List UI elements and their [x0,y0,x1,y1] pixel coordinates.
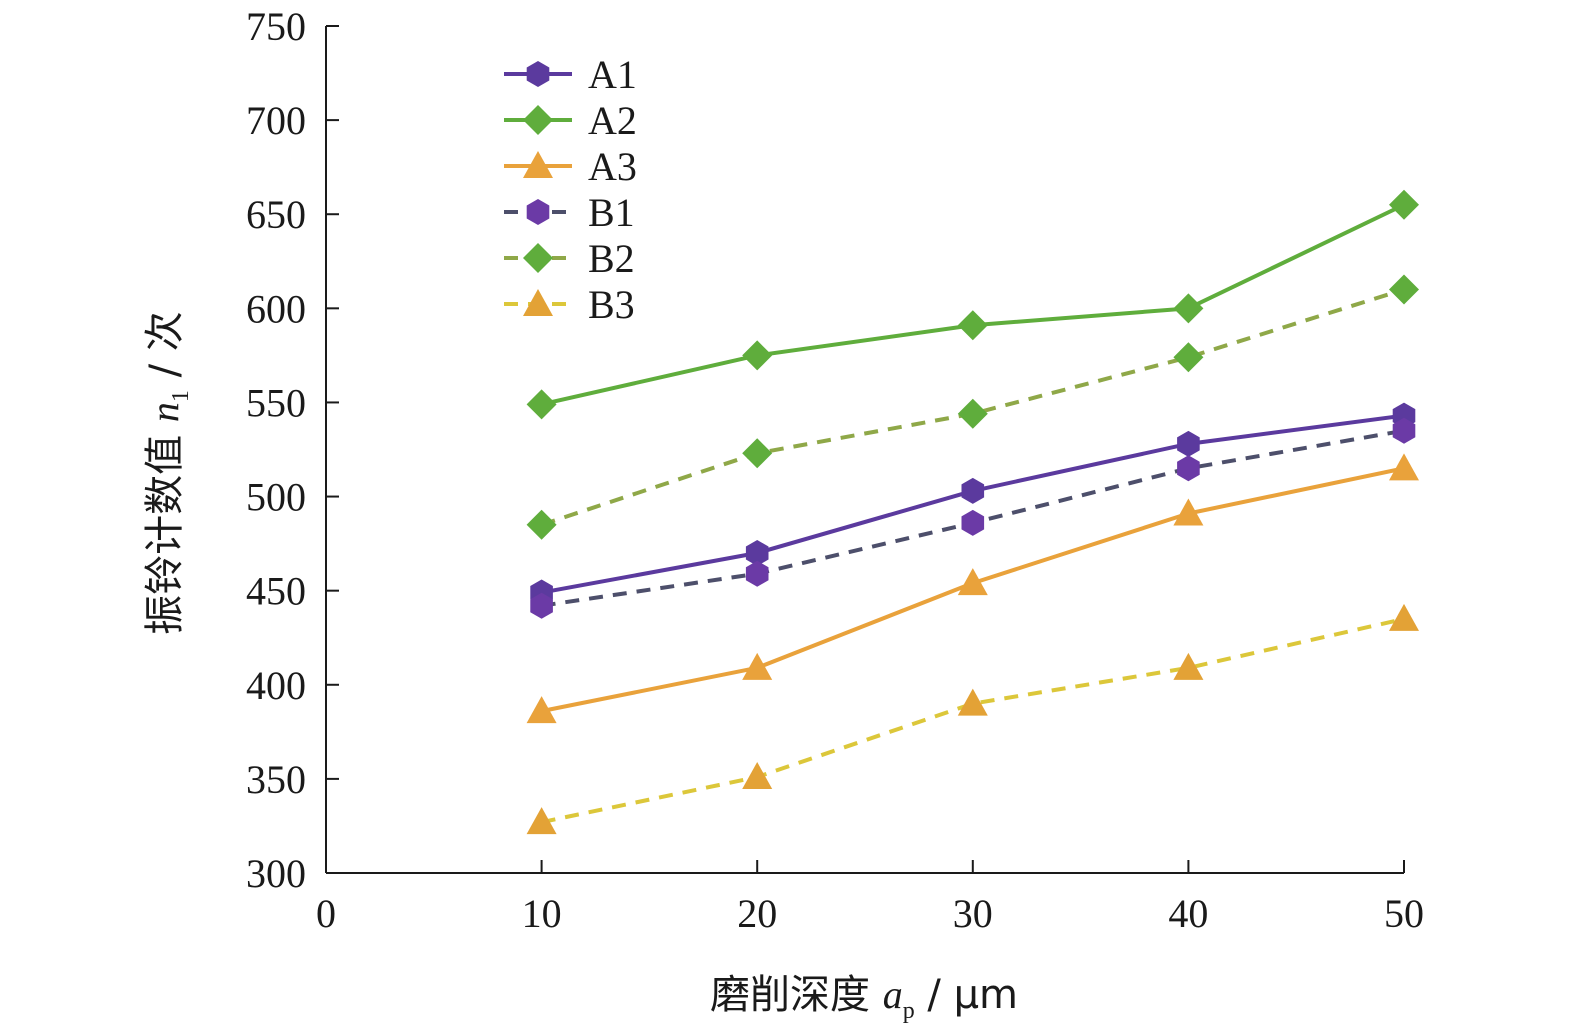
data-point-b1 [1177,455,1200,482]
x-tick-label: 50 [1384,891,1424,936]
data-point-b3 [742,762,773,790]
series-line-b3 [541,616,1405,825]
data-point-b3 [1173,652,1204,680]
y-tick-label: 450 [246,569,306,614]
data-point-a3 [1173,498,1204,526]
y-tick-label: 350 [246,757,306,802]
data-point-a3 [1389,453,1419,481]
data-point-a2 [957,310,988,341]
legend-marker [523,105,553,135]
x-tick-label: 30 [953,891,993,936]
data-point-a1 [745,540,769,566]
y-tick-label: 550 [246,380,306,425]
data-point-b2 [526,509,557,540]
data-point-b3 [1389,603,1419,631]
y-axis-title-main: 振铃计数值 [142,422,188,635]
series-layer [526,189,1419,835]
x-tick-label: 40 [1168,891,1208,936]
y-axis-title-unit: / 次 [142,311,188,390]
data-point-b1 [745,560,769,587]
series-line-b2 [540,287,1405,527]
legend-marker [523,289,553,316]
series-b2 [526,274,1419,540]
legend-marker [523,243,553,273]
data-point-a3 [957,568,988,596]
y-tick-label: 300 [246,851,306,896]
data-point-b2 [742,438,773,469]
y-axis-title: 振铃计数值 n1 / 次 [142,311,194,635]
data-point-b2 [1173,342,1204,373]
legend-label: A2 [588,98,637,143]
legend-item-b3: B3 [504,282,635,327]
x-axis-title-main: 磨削深度 [710,972,883,1018]
x-axis-title-var: a [883,972,903,1017]
data-point-a3 [526,696,557,724]
data-point-a2 [742,340,773,371]
data-point-b1 [530,592,553,619]
legend-label: B2 [588,236,635,281]
y-tick-label: 600 [246,286,306,331]
axes: 300 350 400 450 500 550 600 650 700 750 0 10 20 30 40 5… [246,4,1424,936]
legend-marker [526,199,550,225]
series-b1 [530,417,1416,619]
data-point-b3 [526,807,557,835]
series-a2 [526,189,1419,420]
x-axis-title-unit: / μm [915,972,1018,1018]
x-axis-title-sub: p [903,998,915,1024]
y-tick-label: 750 [246,4,306,49]
legend-label: B1 [588,190,635,235]
legend-label: B3 [588,282,635,327]
data-point-a2 [526,389,557,420]
legend-label: A3 [588,144,637,189]
data-point-b3 [957,688,988,716]
x-tick-label: 0 [316,891,336,936]
legend-item-b1: B1 [504,190,635,235]
series-line-a1 [541,413,1405,595]
y-axis-title-var: n [142,402,187,422]
data-point-b2 [1389,274,1419,305]
data-point-a1 [961,477,985,504]
x-tick-label: 10 [522,891,562,936]
data-point-a3 [742,652,773,680]
y-tick-label: 700 [246,98,306,143]
legend-label: A1 [588,52,637,97]
y-axis-title-sub: 1 [168,390,194,402]
data-point-b1 [1392,417,1416,444]
series-line-a2 [541,203,1405,407]
legend-item-a1: A1 [504,52,637,97]
legend-item-b2: B2 [504,236,635,281]
y-tick-label: 500 [246,475,306,520]
data-point-a2 [1173,293,1204,324]
data-point-a2 [1389,189,1419,220]
series-a3 [526,453,1419,724]
data-point-b1 [961,509,985,536]
legend-marker [526,61,550,87]
legend-item-a2: A2 [504,98,637,143]
legend-item-a3: A3 [504,144,637,189]
legend-marker [523,151,553,178]
x-tick-label: 20 [737,891,777,936]
y-tick-label: 650 [246,192,306,237]
y-tick-label: 400 [246,663,306,708]
data-point-a1 [1177,430,1200,457]
series-b3 [526,603,1419,835]
data-point-b2 [957,398,988,429]
x-axis-title: 磨削深度 ap / μm [710,972,1018,1024]
